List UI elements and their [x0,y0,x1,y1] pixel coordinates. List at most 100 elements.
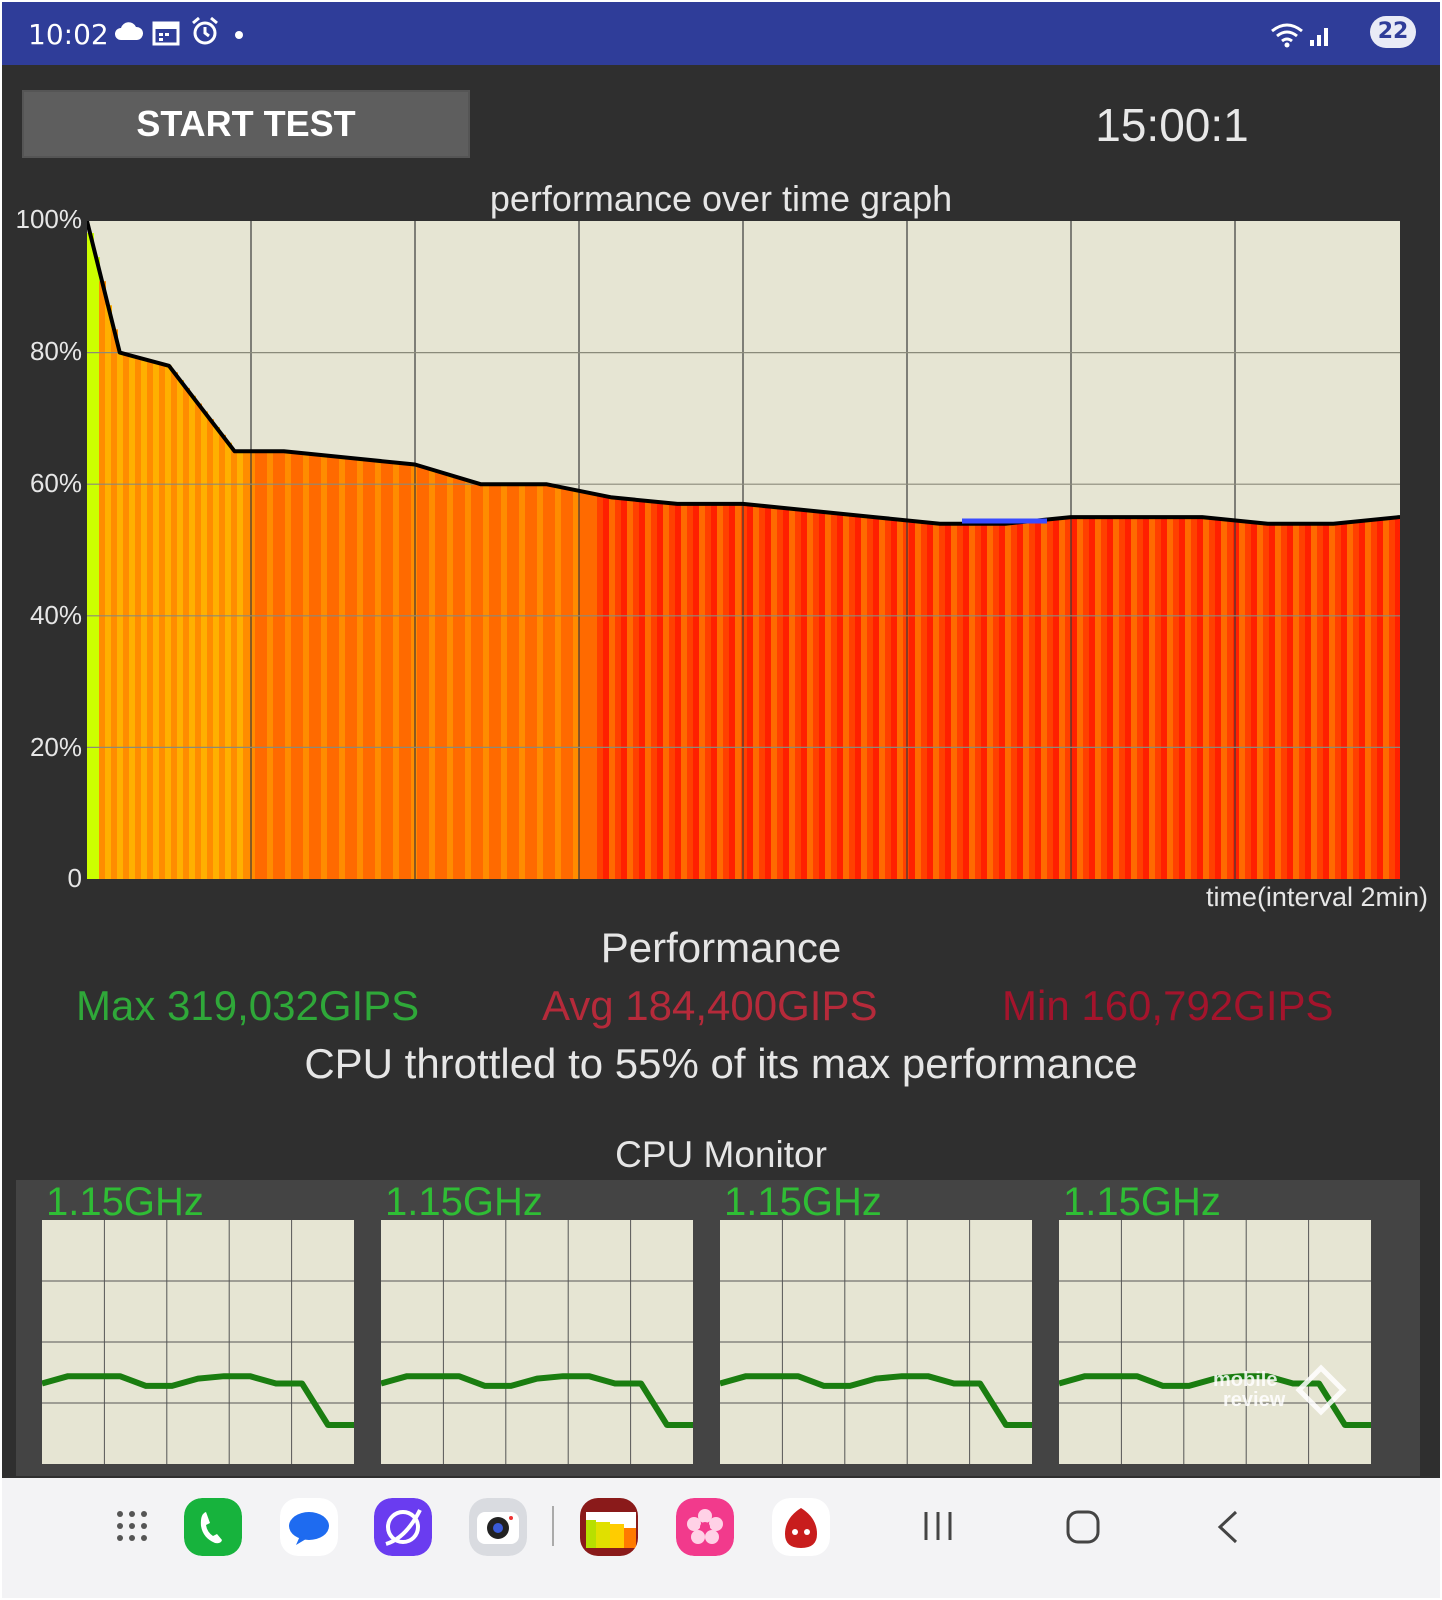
app-drawer-icon[interactable] [116,1510,152,1546]
y-tick-label: 0 [67,863,82,893]
heat-bar [471,482,478,879]
heat-bar [135,357,142,879]
heat-bar [573,490,580,879]
heat-bar [741,504,748,879]
heat-bar [915,521,922,879]
heat-bar [1341,522,1348,879]
heat-bar [621,498,628,879]
heat-bar [1245,521,1252,879]
heat-bar [981,523,988,879]
internet-icon[interactable] [374,1498,432,1556]
heat-bar [1095,517,1102,879]
heat-bar [855,515,862,879]
heat-bar [1161,517,1168,879]
heat-bar [561,487,568,879]
heat-bar [111,329,118,879]
heat-bar [735,503,742,879]
heat-bar [867,516,874,879]
heat-bar [1185,517,1192,879]
heat-bar [1353,521,1360,879]
heat-bar [927,522,934,879]
heat-bar [687,503,694,879]
heat-bar [105,305,112,879]
heat-bar [321,455,328,879]
heat-bar [609,497,616,879]
heat-bar [597,494,604,879]
heat-bar [1149,517,1156,879]
heat-bar [1251,522,1258,879]
heat-bar [1047,519,1054,879]
heat-bar [255,451,262,879]
heat-bar [483,484,490,879]
heat-bar [987,523,994,879]
heat-bar [405,463,412,879]
heat-bar [1065,517,1072,879]
heat-bar [231,450,238,879]
core-graph [381,1220,693,1464]
core-frequency-line [42,1373,354,1428]
heat-bar [1233,520,1240,879]
y-tick-label: 60% [29,468,82,498]
heat-bar [435,471,442,879]
heat-bar [891,519,898,879]
heat-bar [1089,517,1096,879]
heat-bar [639,500,646,879]
max-performance: Max 319,032GIPS [76,982,420,1029]
heat-bar [819,511,826,879]
watermark-text-2: review [1223,1389,1286,1411]
heat-bar [921,522,928,879]
heat-bar [1071,517,1078,879]
heat-bar [1131,517,1138,879]
throttle-summary: CPU throttled to 55% of its max performa… [304,1040,1138,1087]
dock-divider [552,1506,554,1546]
recents-button[interactable] [920,1508,956,1544]
heat-bar [555,486,562,879]
core-frequency: 1.15GHz [46,1180,204,1224]
start-test-button[interactable]: START TEST [22,90,470,158]
camera-icon[interactable] [469,1498,527,1556]
core-graph [42,1220,354,1464]
heat-bar [1335,523,1342,879]
back-button[interactable] [1214,1508,1244,1546]
heat-bar [795,509,802,879]
core-frequency-line [720,1373,1032,1428]
messages-icon[interactable] [280,1498,338,1556]
heat-bar [657,502,664,879]
heat-bar [453,476,460,879]
heat-bar [1263,523,1270,879]
phone-icon[interactable] [184,1498,242,1556]
heat-bar [207,419,214,879]
watermark-text-1: mobile [1213,1369,1277,1391]
gallery-icon[interactable] [676,1498,734,1556]
y-tick-label: 40% [29,600,82,630]
heat-bar [543,484,550,879]
y-tick-label: 100% [15,204,83,234]
heat-bar [567,488,574,879]
heat-bar [747,504,754,879]
cpu-throttling-icon[interactable] [580,1498,638,1556]
heat-bar [711,503,718,879]
heat-bar [297,452,304,879]
heat-bar [279,451,286,879]
heat-bar [879,517,886,879]
heat-bar [759,505,766,879]
antutu-icon[interactable] [772,1498,830,1556]
heat-bar [375,460,382,879]
cpu-core-1: 1.15GHz [42,1180,362,1476]
heat-bar [123,354,130,879]
heat-bar [579,491,586,879]
heat-bar [1137,517,1144,879]
heat-bar [837,513,844,879]
heat-bar [1287,523,1294,879]
heat-bar [1317,523,1324,879]
home-button[interactable] [1064,1508,1102,1546]
alarm-icon [192,16,218,45]
heat-bar [933,523,940,879]
heat-bar [1167,517,1174,879]
heat-bar [1041,519,1048,879]
heat-bar [693,503,700,879]
heat-bar [771,507,778,879]
heat-bar [189,395,196,879]
heat-bar [825,512,832,879]
cloud-icon [115,22,144,40]
